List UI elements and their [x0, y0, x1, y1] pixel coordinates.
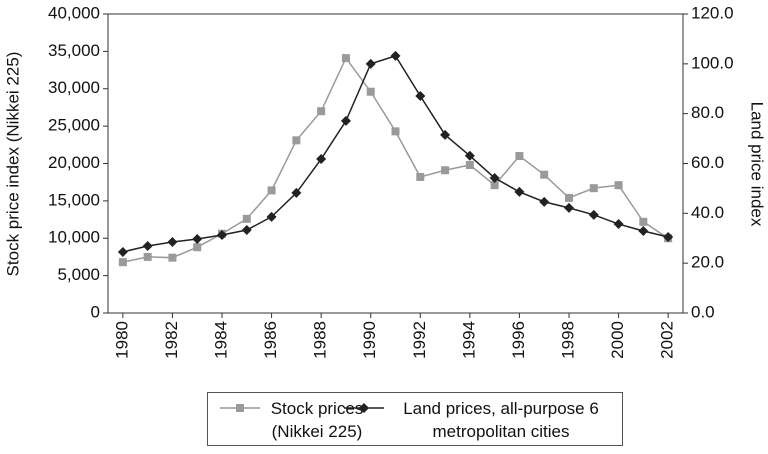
x-tick-label: 1980: [112, 321, 131, 359]
marker: [341, 54, 350, 63]
y-tick-label: 20,000: [48, 153, 100, 172]
marker: [563, 202, 574, 213]
x-tick-label: 1986: [261, 321, 280, 359]
y2-tick-label: 0.0: [691, 302, 715, 321]
x-tick-label: 1982: [162, 321, 181, 359]
marker: [416, 172, 425, 181]
legend-entry: Stock prices (Nikkei 225): [218, 397, 372, 443]
marker: [241, 225, 252, 236]
y-tick-label: 0: [91, 302, 100, 321]
marker: [366, 87, 375, 96]
x-tick-label: 1984: [211, 321, 230, 359]
x-tick-label: 1992: [410, 321, 429, 359]
marker: [236, 404, 244, 412]
marker: [540, 170, 549, 179]
marker: [217, 230, 228, 241]
y2-tick-label: 80.0: [691, 103, 724, 122]
marker: [143, 252, 152, 261]
marker: [142, 240, 153, 251]
legend-label: Land prices, all-purpose 6 metropolitan …: [403, 399, 599, 441]
x-tick-label: 2000: [608, 321, 627, 359]
marker: [316, 154, 327, 165]
x-tick-label: 2002: [658, 321, 677, 359]
x-tick-label: 1996: [509, 321, 528, 359]
marker: [515, 152, 524, 161]
y2-tick-label: 20.0: [691, 253, 724, 272]
marker: [117, 246, 128, 257]
x-tick-label: 1990: [360, 321, 379, 359]
x-tick-label: 1988: [311, 321, 330, 359]
marker: [415, 90, 426, 101]
marker: [118, 258, 127, 267]
marker: [441, 166, 450, 175]
marker: [464, 150, 475, 161]
marker: [242, 214, 251, 223]
marker: [267, 186, 276, 195]
marker: [614, 181, 623, 190]
marker: [489, 172, 500, 183]
marker: [391, 127, 400, 136]
marker: [317, 107, 326, 116]
marker: [192, 233, 203, 244]
y-tick-label: 40,000: [48, 3, 100, 22]
legend-swatch: [344, 403, 384, 413]
legend-swatch: [220, 404, 260, 412]
marker: [340, 115, 351, 126]
marker: [638, 226, 649, 237]
marker: [359, 403, 369, 413]
y-tick-label: 15,000: [48, 190, 100, 209]
y2-tick-label: 40.0: [691, 203, 724, 222]
marker: [291, 187, 302, 198]
y2-tick-label: 60.0: [691, 153, 724, 172]
legend-entry: Land prices, all-purpose 6 metropolitan …: [342, 397, 616, 443]
marker: [168, 253, 177, 262]
legend: Stock prices (Nikkei 225) Land prices, al…: [207, 392, 623, 446]
y-tick-label: 35,000: [48, 41, 100, 60]
marker: [440, 129, 451, 140]
marker: [193, 243, 202, 252]
marker: [663, 232, 674, 243]
marker: [292, 136, 301, 145]
y-tick-label: 10,000: [48, 228, 100, 247]
marker: [514, 186, 525, 197]
marker: [390, 50, 401, 61]
marker: [465, 160, 474, 169]
plot: Stock price index (Nikkei 225) Land pric…: [3, 3, 767, 359]
y2-axis-label: Land price index: [748, 102, 767, 227]
marker: [365, 58, 376, 69]
y2-tick-label: 100.0: [691, 53, 734, 72]
marker: [564, 193, 573, 202]
marker: [589, 184, 598, 193]
marker: [613, 219, 624, 230]
marker: [639, 217, 648, 226]
series-line: [122, 56, 669, 263]
y-tick-label: 5,000: [57, 265, 100, 284]
marker: [167, 236, 178, 247]
series-line: [122, 54, 669, 253]
x-tick-label: 1994: [459, 321, 478, 359]
marker: [490, 181, 499, 190]
marker: [266, 211, 277, 222]
legend-label: Stock prices (Nikkei 225): [270, 399, 364, 441]
y-axis-label: Stock price index (Nikkei 225): [3, 52, 22, 277]
marker: [588, 209, 599, 220]
y2-tick-label: 120.0: [691, 3, 734, 22]
x-tick-label: 1998: [558, 321, 577, 359]
marker: [539, 196, 550, 207]
y-tick-label: 25,000: [48, 116, 100, 135]
y-tick-label: 30,000: [48, 78, 100, 97]
